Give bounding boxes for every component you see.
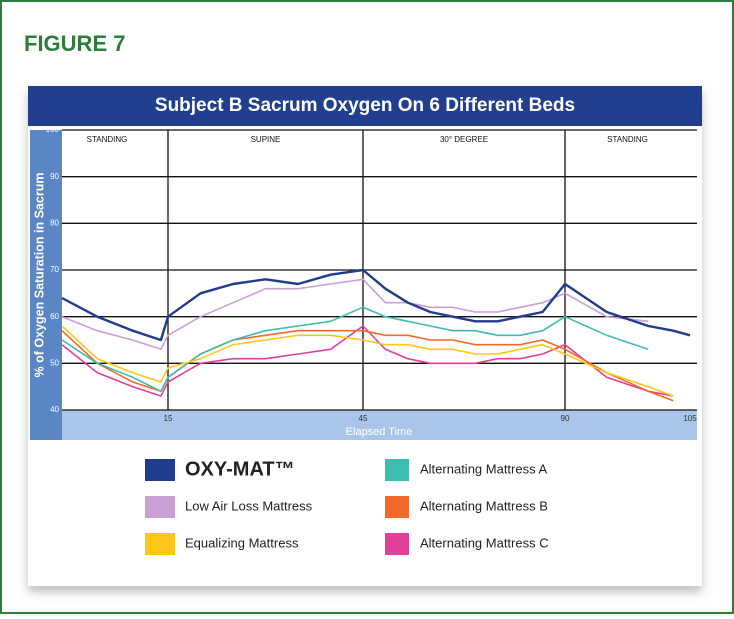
y-tick-label: 60 (50, 312, 59, 321)
y-tick-label: 80 (50, 218, 59, 227)
phase-label: 30° DEGREE (440, 135, 488, 144)
chart-title: Subject B Sacrum Oxygen On 6 Different B… (155, 95, 575, 116)
x-tick-label: 105 (683, 414, 697, 423)
series-line (61, 278, 649, 351)
phase-label: SUPINE (251, 135, 281, 144)
legend-swatch (385, 533, 409, 555)
series-line (61, 306, 649, 393)
legend-label: Low Air Loss Mattress (185, 498, 313, 513)
y-tick-label: 50 (50, 358, 59, 367)
figure-label: FIGURE 7 (24, 31, 125, 56)
x-axis-label: Elapsed Time (346, 426, 413, 438)
legend-label: Alternating Mattress C (420, 535, 549, 550)
card (28, 86, 702, 586)
legend-label: Alternating Mattress B (420, 498, 548, 513)
legend-label: Alternating Mattress A (420, 461, 547, 476)
legend-swatch (145, 459, 175, 481)
series-line (61, 325, 674, 397)
y-axis-band (30, 130, 62, 440)
phase-label: STANDING (607, 135, 648, 144)
legend-swatch (385, 496, 409, 518)
y-tick-label: 90 (50, 172, 59, 181)
x-tick-label: 90 (561, 414, 570, 423)
legend-swatch (145, 496, 175, 518)
legend-label: Equalizing Mattress (185, 535, 299, 550)
series-line (61, 268, 691, 342)
x-axis-band (62, 410, 697, 440)
series-line (61, 325, 674, 397)
x-tick-label: 45 (359, 414, 368, 423)
x-tick-label: 15 (164, 414, 173, 423)
title-bar (28, 86, 702, 126)
y-axis-label: % of Oxygen Saturation in Sacrum (32, 173, 46, 378)
legend-swatch (145, 533, 175, 555)
phase-label: STANDING (87, 135, 128, 144)
legend-label: OXY-MAT™ (185, 458, 295, 480)
y-tick-label: 100 (46, 125, 60, 134)
y-tick-label: 40 (50, 405, 59, 414)
y-tick-label: 70 (50, 265, 59, 274)
legend-swatch (385, 459, 409, 481)
